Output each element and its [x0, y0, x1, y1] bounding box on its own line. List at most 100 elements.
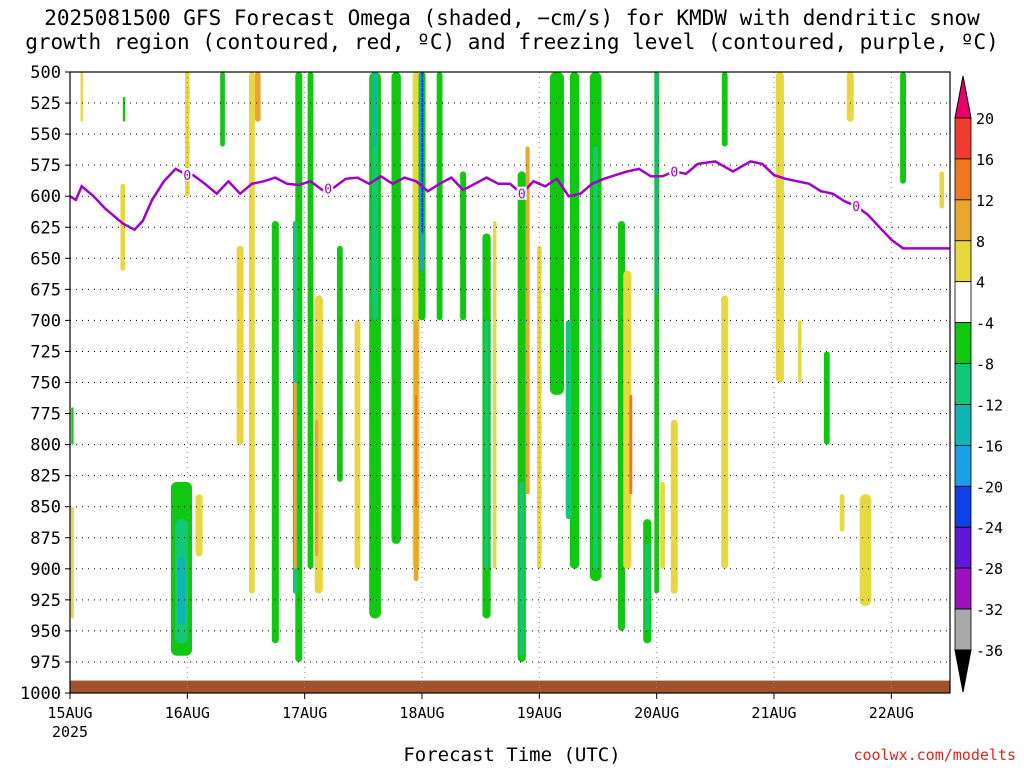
omega-region-60	[900, 72, 906, 184]
omega-region-49	[655, 72, 658, 296]
colorbar: 20 16 12 8 4 -4 -8 -12 -16 -20 -24 -28 -32 -36	[954, 75, 1003, 693]
colorbar-label-7: -12	[976, 396, 1003, 414]
freezing-label-bg-0	[182, 168, 193, 182]
colorbar-label-13: -36	[976, 642, 1003, 660]
omega-region-3	[195, 494, 203, 557]
x-tick-label-21AUG: 21AUG	[751, 704, 796, 722]
freezing-label-bg-4	[851, 199, 862, 213]
y-tick-label-575: 575	[30, 156, 61, 176]
colorbar-label-9: -20	[976, 478, 1003, 496]
omega-region-45	[629, 394, 633, 495]
omega-shaded-regions	[70, 72, 945, 662]
omega-region-4	[120, 183, 126, 271]
freezing-level-line	[69, 160, 950, 250]
omega-region-6	[220, 72, 225, 147]
colorbar-swatch-5	[954, 322, 972, 364]
y-tick-label-725: 725	[30, 342, 61, 362]
freezing-level-label-0: 0	[183, 169, 191, 184]
freezing-level-label-3: 0	[670, 165, 678, 180]
omega-region-47	[644, 543, 650, 631]
freezing-label-bg-3	[669, 164, 680, 178]
omega-region-59	[846, 72, 854, 122]
omega-region-21	[373, 72, 377, 147]
freezing-level-label-2: 0	[518, 188, 526, 203]
x-axis-label: Forecast Time (UTC)	[403, 744, 621, 766]
site-credit[interactable]: coolwx.com/modelts	[853, 746, 1016, 764]
omega-region-50	[670, 419, 678, 594]
omega-region-5	[184, 72, 190, 197]
omega-region-58	[859, 494, 872, 607]
colorbar-swatch-2	[954, 199, 972, 242]
freezing-label-bg-1	[323, 181, 334, 195]
y-tick-label-750: 750	[30, 374, 61, 394]
colorbar-bottom-arrow	[954, 649, 972, 693]
x-tick-label-17AUG: 17AUG	[282, 704, 327, 722]
colorbar-swatch-9	[954, 485, 972, 528]
omega-region-62	[70, 506, 74, 619]
omega-region-35	[519, 481, 525, 656]
freezing-level-label-1: 0	[324, 183, 332, 198]
omega-region-65	[122, 96, 126, 122]
colorbar-label-10: -24	[976, 519, 1003, 537]
omega-region-38	[549, 72, 564, 395]
omega-region-9	[254, 72, 261, 122]
omega-region-29	[436, 72, 443, 321]
colorbar-swatch-1	[954, 158, 972, 201]
omega-region-51	[660, 481, 665, 569]
x-tick-label-19AUG: 19AUG	[517, 704, 562, 722]
axes: 500 525 550 575 600 625 650 675 700 725 750 775 800 8…	[20, 63, 951, 741]
ground-fill	[70, 680, 950, 693]
freezing-level-label-4: 0	[852, 200, 860, 215]
omega-region-53	[721, 295, 729, 569]
colorbar-swatch-6	[954, 363, 972, 405]
colorbar-label-5: -4	[976, 315, 994, 333]
chart-title-line-2: growth region (contoured, red, ºC) and f…	[25, 30, 999, 54]
y-tick-label-675: 675	[30, 280, 61, 300]
grid-lines	[70, 72, 950, 693]
colorbar-label-3: 8	[976, 233, 985, 251]
x-tick-label-15AUG: 15AUG	[47, 704, 92, 722]
colorbar-swatch-12	[954, 608, 972, 651]
x-year-label: 2025	[52, 723, 88, 741]
omega-region-56	[823, 351, 830, 445]
colorbar-swatch-0	[954, 117, 972, 160]
ground-strip	[70, 680, 950, 693]
omega-region-8	[236, 245, 244, 445]
colorbar-label-6: -8	[976, 356, 994, 374]
y-tick-label-925: 925	[30, 591, 61, 611]
freezing-label-bg-2	[516, 186, 527, 200]
colorbar-swatch-3	[954, 240, 972, 283]
omega-region-17	[336, 245, 343, 482]
omega-region-7	[248, 72, 255, 594]
colorbar-label-2: 12	[976, 192, 994, 210]
omega-region-44	[623, 270, 632, 569]
omega-region-54	[775, 72, 784, 383]
omega-region-16	[314, 419, 319, 557]
omega-region-32	[484, 320, 489, 569]
omega-region-10	[271, 221, 279, 644]
colorbar-label-0: 20	[976, 110, 994, 128]
omega-region-52	[721, 72, 728, 147]
y-tick-label-850: 850	[30, 498, 61, 518]
y-tick-label-625: 625	[30, 218, 61, 238]
colorbar-top-arrow	[954, 75, 972, 119]
x-tick-label-22AUG: 22AUG	[869, 704, 914, 722]
y-tick-label-775: 775	[30, 405, 61, 425]
omega-region-40	[565, 320, 572, 520]
colorbar-label-11: -28	[976, 560, 1003, 578]
y-tick-label-650: 650	[30, 249, 61, 269]
colorbar-label-4: 4	[976, 274, 985, 292]
colorbar-label-1: 16	[976, 151, 994, 169]
omega-region-57	[839, 494, 845, 532]
x-tick-label-20AUG: 20AUG	[634, 704, 679, 722]
omega-region-61	[939, 171, 945, 209]
y-tick-label-525: 525	[30, 94, 61, 114]
y-tick-label-550: 550	[30, 125, 61, 145]
colorbar-label-8: -16	[976, 437, 1003, 455]
chart-title-line-1: 2025081500 GFS Forecast Omega (shaded, −…	[44, 6, 980, 30]
y-tick-label-800: 800	[30, 436, 61, 456]
omega-region-64	[80, 72, 83, 122]
omega-region-13	[293, 382, 297, 569]
freezing-level-contour: 0 0 0 0 0	[69, 160, 950, 250]
